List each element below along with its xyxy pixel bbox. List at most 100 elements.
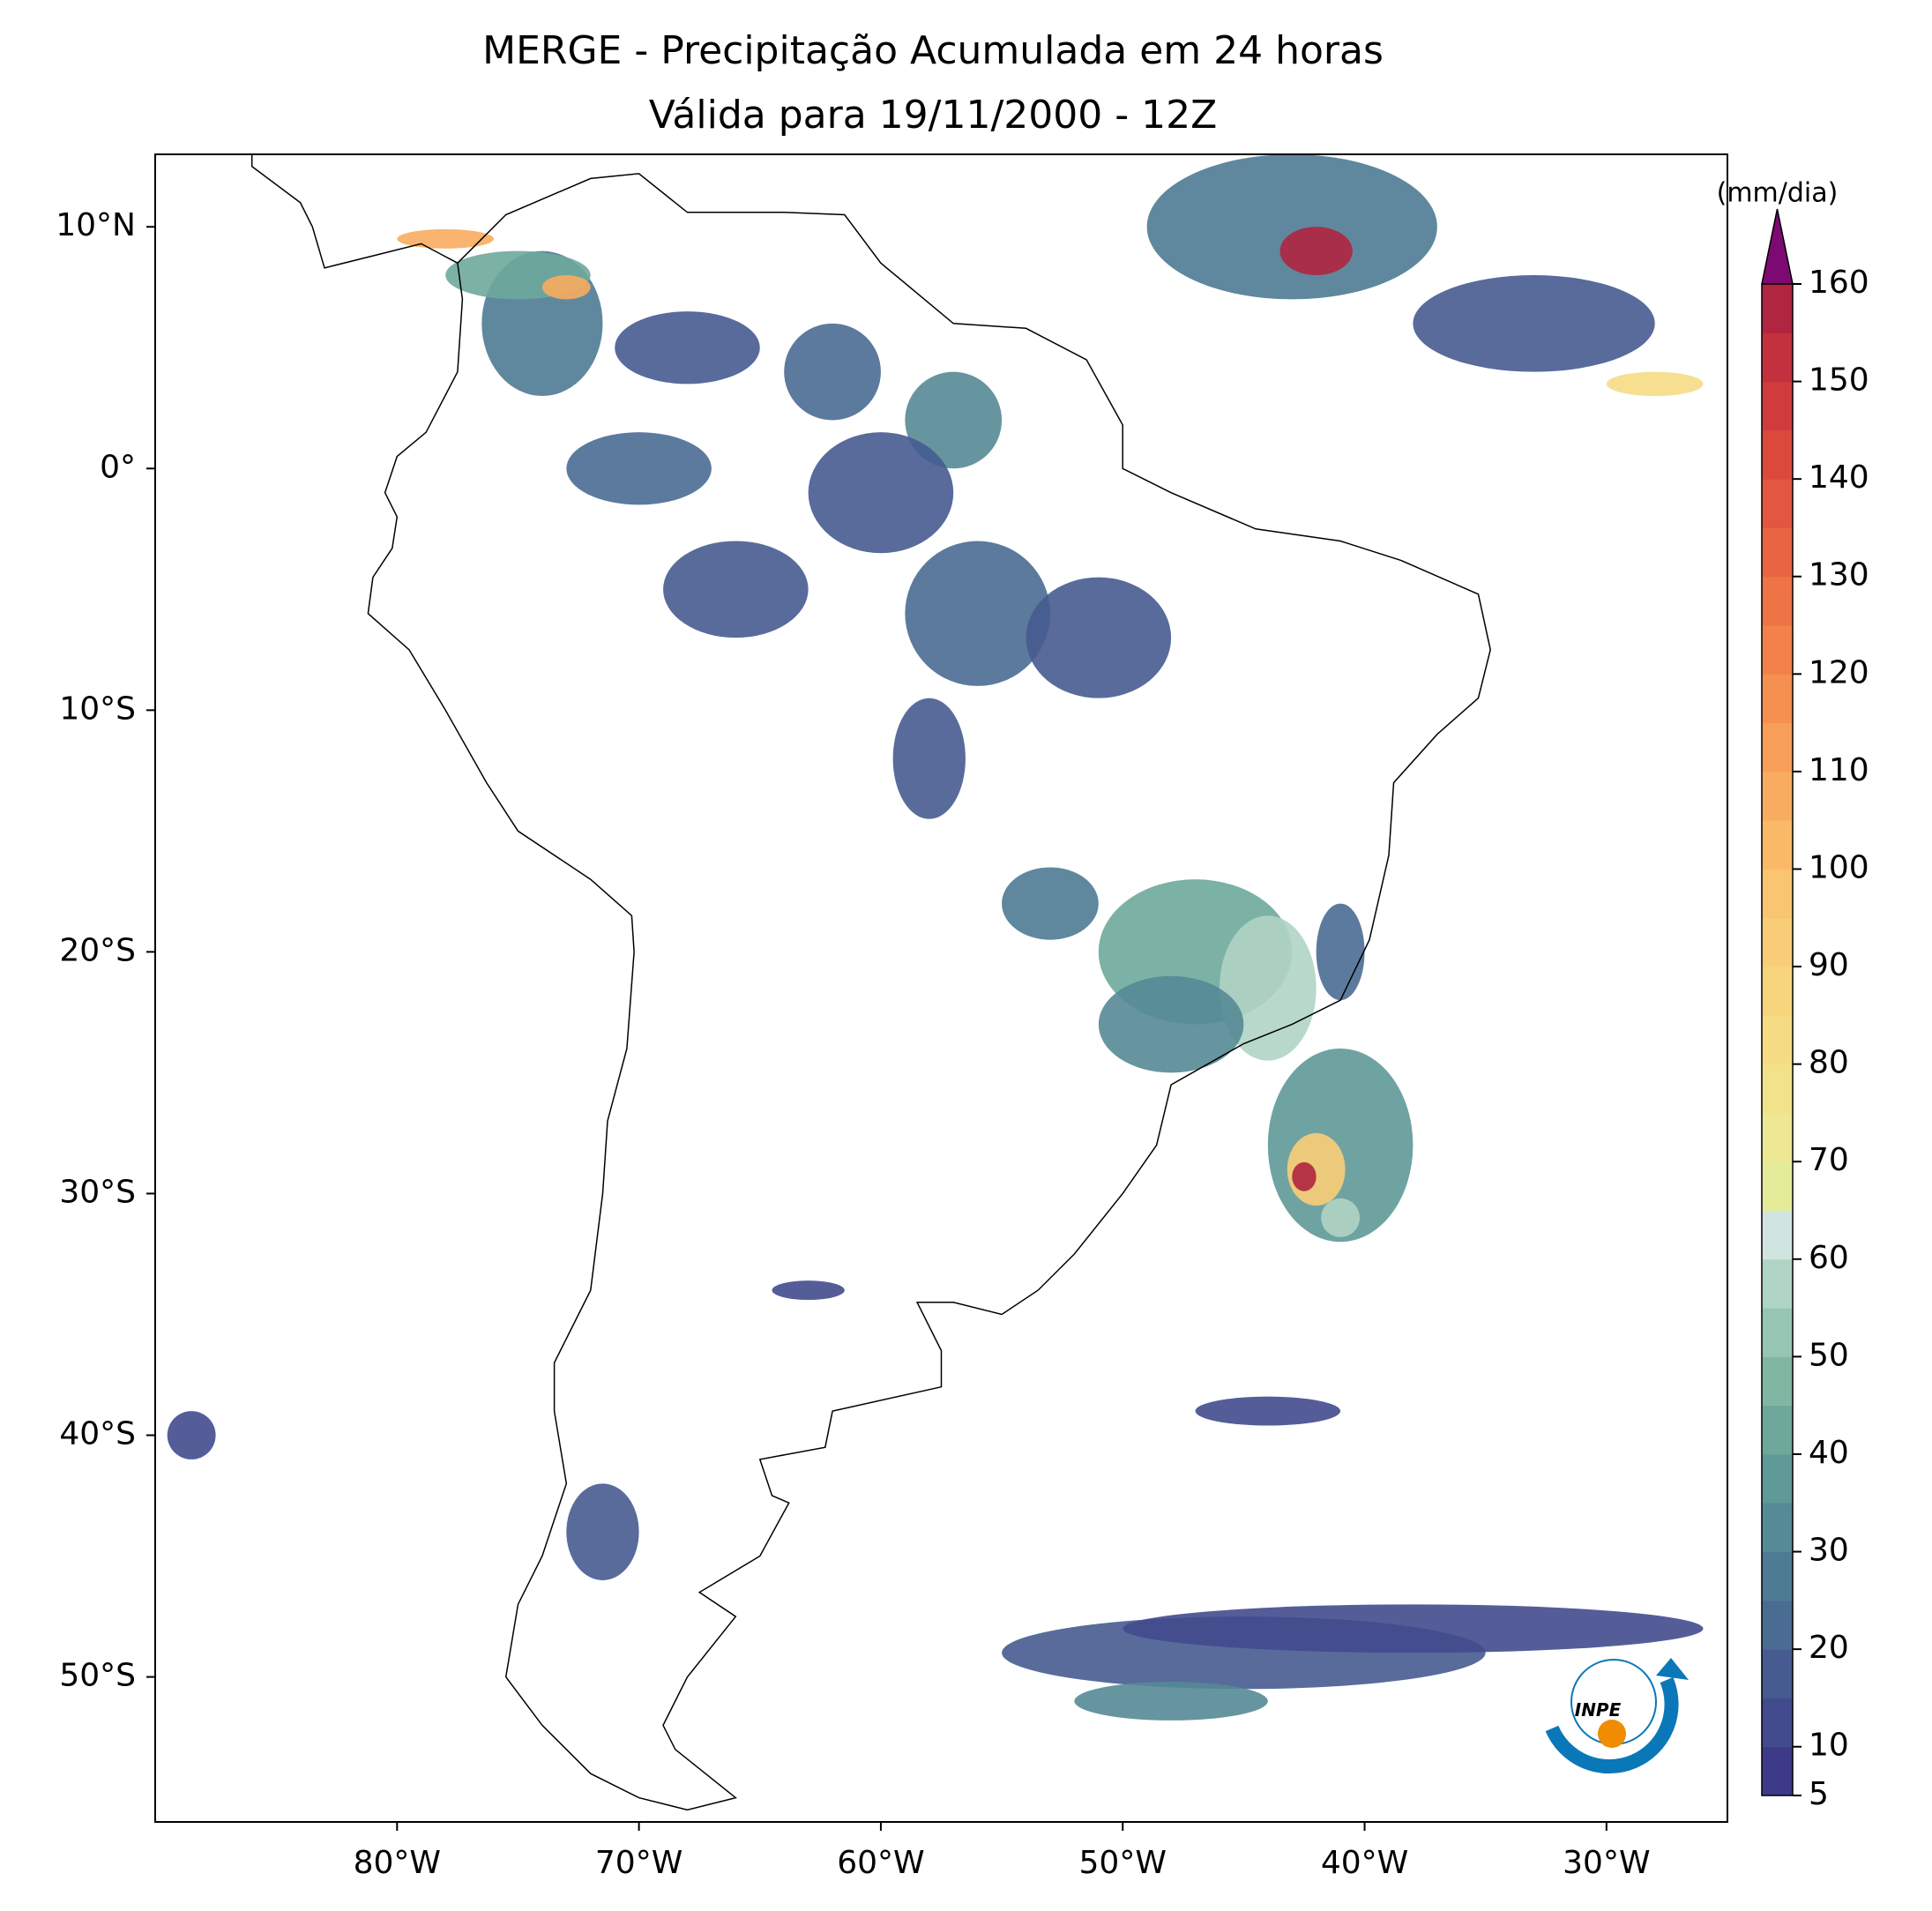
- precip-area: [663, 541, 809, 638]
- precip-area: [1321, 1198, 1361, 1237]
- colorbar-band: [1762, 820, 1793, 870]
- colorbar-band: [1762, 332, 1793, 383]
- logo-arrow: [1656, 1658, 1689, 1680]
- precip-area: [167, 1411, 216, 1459]
- colorbar-band: [1762, 1600, 1793, 1650]
- precip-area: [615, 311, 760, 384]
- precip-area: [772, 1280, 845, 1301]
- precip-area: [1606, 371, 1704, 397]
- colorbar-frame: [1761, 284, 1794, 1796]
- colorbar-band: [1762, 1161, 1793, 1212]
- colorbar-band: [1762, 1551, 1793, 1601]
- colorbar-band: [1762, 284, 1793, 333]
- colorbar-label: (mm/dia): [1717, 178, 1839, 209]
- colorbar-band: [1762, 576, 1793, 626]
- x-tick-label: 40°W: [1321, 1845, 1408, 1881]
- x-tick-label: 30°W: [1563, 1845, 1650, 1881]
- precip-area: [1098, 975, 1244, 1073]
- colorbar-band: [1762, 1405, 1793, 1455]
- precip-area: [1292, 1161, 1317, 1191]
- colorbar-tick-label: 160: [1809, 265, 1869, 301]
- precip-area: [905, 371, 1003, 469]
- precip-area: [566, 432, 712, 505]
- colorbar-band: [1762, 1210, 1793, 1260]
- colorbar-band: [1762, 1258, 1793, 1309]
- colorbar-band: [1762, 722, 1793, 773]
- colorbar-tick-label: 150: [1809, 362, 1869, 399]
- precip-area: [892, 698, 966, 819]
- colorbar-band: [1762, 1503, 1793, 1553]
- logo-text: INPE: [1575, 1699, 1622, 1721]
- colorbar-tick-label: 130: [1809, 557, 1869, 593]
- precip-area: [1413, 275, 1655, 372]
- precip-area: [905, 541, 1050, 686]
- colorbar-band: [1762, 1015, 1793, 1065]
- y-tick-label: 50°S: [59, 1658, 136, 1694]
- logo-arc: [1545, 1676, 1679, 1774]
- precip-area: [1074, 1682, 1268, 1721]
- colorbar-band: [1762, 869, 1793, 919]
- y-tick-label: 20°S: [59, 932, 136, 968]
- colorbar-band: [1762, 1453, 1793, 1504]
- colorbar-tick-label: 120: [1809, 654, 1869, 690]
- colorbar-band: [1762, 1746, 1793, 1796]
- chart-subtitle: Válida para 19/11/2000 - 12Z: [649, 93, 1218, 138]
- colorbar-tick-label: 100: [1809, 849, 1869, 885]
- colorbar-extend: [1761, 208, 1794, 285]
- colorbar-tick-label: 30: [1809, 1533, 1849, 1569]
- y-tick-label: 10°N: [56, 207, 136, 243]
- precip-area: [1146, 154, 1437, 300]
- colorbar-band: [1762, 1308, 1793, 1357]
- precip-area: [566, 1483, 639, 1580]
- colorbar-tick-label: 20: [1809, 1630, 1849, 1666]
- chart-title: MERGE - Precipitação Acumulada em 24 hor…: [482, 28, 1384, 73]
- colorbar-tick-label: 40: [1809, 1435, 1849, 1471]
- colorbar-tick-label: 70: [1809, 1142, 1849, 1178]
- colorbar-band: [1762, 771, 1793, 821]
- y-tick-label: 30°S: [59, 1174, 136, 1210]
- precip-area: [1123, 1604, 1704, 1653]
- map-area: [167, 154, 1704, 1811]
- colorbar-band: [1762, 674, 1793, 724]
- x-tick-label: 80°W: [354, 1845, 441, 1881]
- colorbar-tick-label: 80: [1809, 1045, 1849, 1081]
- colorbar-tick-label: 110: [1809, 752, 1869, 788]
- precip-area: [1026, 577, 1172, 698]
- colorbar-band: [1762, 625, 1793, 675]
- precip-area: [784, 323, 881, 421]
- colorbar-band: [1762, 527, 1793, 578]
- colorbar-band: [1762, 1112, 1793, 1162]
- colorbar-band: [1762, 917, 1793, 967]
- map-frame: [154, 153, 1728, 1823]
- y-tick-label: 10°S: [59, 690, 136, 727]
- precip-area: [541, 275, 591, 300]
- x-tick-label: 70°W: [595, 1845, 683, 1881]
- colorbar-tick-label: 10: [1809, 1728, 1849, 1764]
- colorbar-tick-label: 50: [1809, 1337, 1849, 1373]
- precip-area: [1279, 227, 1353, 276]
- colorbar-band: [1762, 1649, 1793, 1698]
- logo-dot: [1598, 1720, 1626, 1748]
- coastline: [250, 154, 1491, 1811]
- colorbar-tick-label: 5: [1809, 1776, 1829, 1812]
- colorbar-tick-label: 90: [1809, 947, 1849, 983]
- precip-area: [808, 432, 954, 554]
- precip-area: [1316, 903, 1365, 1001]
- colorbar-band: [1762, 479, 1793, 528]
- colorbar-band: [1762, 429, 1793, 480]
- colorbar-band: [1762, 1698, 1793, 1748]
- precip-area: [1195, 1396, 1341, 1426]
- logo: INPE: [1545, 1658, 1689, 1774]
- precip-area: [1002, 867, 1099, 940]
- x-tick-label: 60°W: [837, 1845, 924, 1881]
- colorbar-tick-label: 60: [1809, 1240, 1849, 1276]
- x-tick-label: 50°W: [1079, 1845, 1167, 1881]
- y-tick-label: 0°: [100, 449, 136, 485]
- colorbar-tick-label: 140: [1809, 459, 1869, 496]
- colorbar-band: [1762, 381, 1793, 431]
- colorbar-band: [1762, 967, 1793, 1016]
- colorbar-band: [1762, 1356, 1793, 1407]
- y-tick-label: 40°S: [59, 1416, 136, 1452]
